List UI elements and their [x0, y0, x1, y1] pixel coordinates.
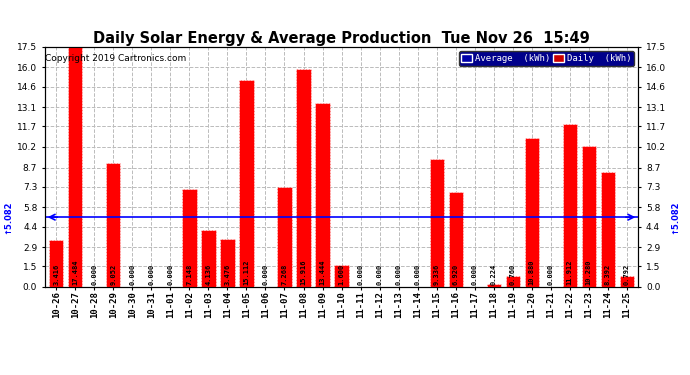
Text: 0.000: 0.000	[357, 264, 364, 285]
Text: 6.920: 6.920	[453, 264, 459, 285]
Text: 8.392: 8.392	[605, 264, 611, 285]
Text: 10.280: 10.280	[586, 260, 592, 285]
Text: 7.148: 7.148	[186, 264, 193, 285]
Text: Copyright 2019 Cartronics.com: Copyright 2019 Cartronics.com	[46, 54, 187, 63]
Bar	[277, 187, 292, 287]
Bar	[429, 159, 444, 287]
Bar	[68, 47, 82, 287]
Text: 1.600: 1.600	[339, 264, 344, 285]
Text: 7.268: 7.268	[282, 264, 288, 285]
Text: 0.224: 0.224	[491, 264, 497, 285]
Text: 0.760: 0.760	[510, 264, 515, 285]
Bar	[486, 284, 501, 287]
Text: 9.336: 9.336	[433, 264, 440, 285]
Text: 4.136: 4.136	[206, 264, 211, 285]
Text: 0.000: 0.000	[472, 264, 477, 285]
Text: 0.000: 0.000	[91, 264, 97, 285]
Title: Daily Solar Energy & Average Production  Tue Nov 26  15:49: Daily Solar Energy & Average Production …	[93, 31, 590, 46]
Text: ↑5.082: ↑5.082	[3, 200, 12, 234]
Bar	[601, 172, 615, 287]
Bar	[182, 189, 197, 287]
Text: 0.000: 0.000	[129, 264, 135, 285]
Text: 0.000: 0.000	[395, 264, 402, 285]
Bar	[49, 240, 63, 287]
Text: 9.052: 9.052	[110, 264, 117, 285]
Text: 17.484: 17.484	[72, 260, 78, 285]
Text: 0.000: 0.000	[415, 264, 421, 285]
Text: 0.000: 0.000	[148, 264, 155, 285]
Bar	[506, 276, 520, 287]
Bar	[297, 69, 310, 287]
Text: ↑5.082: ↑5.082	[671, 200, 680, 234]
Text: 11.912: 11.912	[566, 260, 573, 285]
Bar	[201, 230, 215, 287]
Bar	[220, 239, 235, 287]
Bar	[562, 123, 577, 287]
Bar	[106, 163, 121, 287]
Text: 3.476: 3.476	[224, 264, 230, 285]
Bar	[448, 192, 463, 287]
Text: 0.000: 0.000	[262, 264, 268, 285]
Bar	[239, 80, 254, 287]
Bar	[582, 146, 596, 287]
Bar	[335, 265, 348, 287]
Bar	[315, 102, 330, 287]
Text: 3.416: 3.416	[53, 264, 59, 285]
Text: 0.000: 0.000	[548, 264, 554, 285]
Text: 0.000: 0.000	[168, 264, 173, 285]
Bar	[524, 138, 539, 287]
Bar	[620, 276, 634, 287]
Text: 10.880: 10.880	[529, 260, 535, 285]
Text: 13.444: 13.444	[319, 260, 326, 285]
Text: 15.916: 15.916	[301, 260, 306, 285]
Legend: Average  (kWh), Daily  (kWh): Average (kWh), Daily (kWh)	[459, 51, 633, 66]
Text: 0.000: 0.000	[377, 264, 382, 285]
Text: 0.792: 0.792	[624, 264, 630, 285]
Text: 15.112: 15.112	[244, 260, 250, 285]
